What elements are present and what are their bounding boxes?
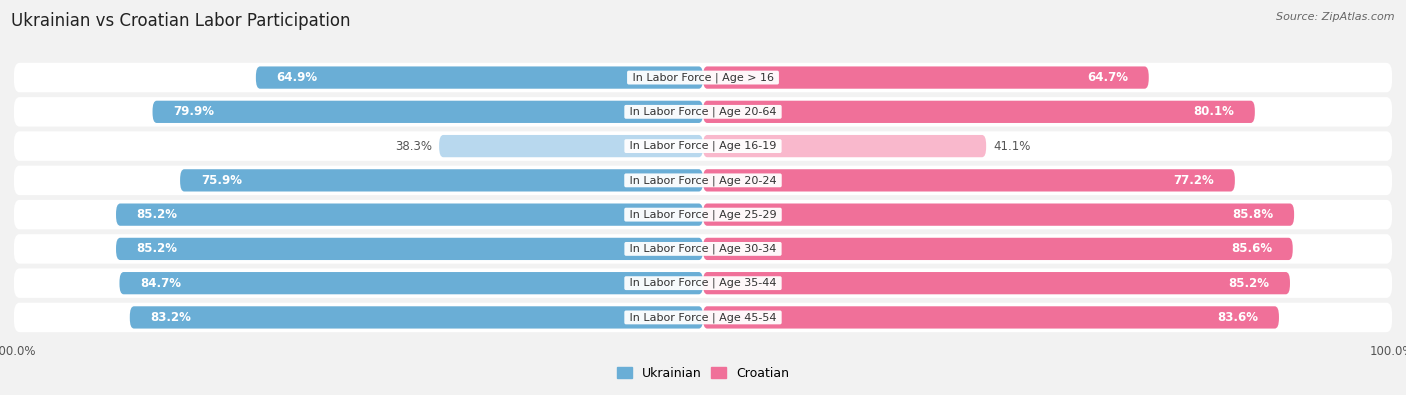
FancyBboxPatch shape: [14, 303, 1392, 332]
Text: 75.9%: 75.9%: [201, 174, 242, 187]
Text: 79.9%: 79.9%: [173, 105, 214, 118]
Text: 85.6%: 85.6%: [1230, 243, 1272, 256]
FancyBboxPatch shape: [117, 238, 703, 260]
FancyBboxPatch shape: [256, 66, 703, 89]
FancyBboxPatch shape: [14, 97, 1392, 126]
Text: In Labor Force | Age > 16: In Labor Force | Age > 16: [628, 72, 778, 83]
FancyBboxPatch shape: [703, 238, 1292, 260]
FancyBboxPatch shape: [703, 306, 1279, 329]
Text: In Labor Force | Age 20-24: In Labor Force | Age 20-24: [626, 175, 780, 186]
Text: 84.7%: 84.7%: [141, 276, 181, 290]
FancyBboxPatch shape: [117, 203, 703, 226]
FancyBboxPatch shape: [703, 101, 1254, 123]
Text: 83.2%: 83.2%: [150, 311, 191, 324]
Text: 85.2%: 85.2%: [136, 243, 177, 256]
Text: 64.9%: 64.9%: [277, 71, 318, 84]
FancyBboxPatch shape: [14, 132, 1392, 161]
FancyBboxPatch shape: [14, 63, 1392, 92]
FancyBboxPatch shape: [439, 135, 703, 157]
Text: 41.1%: 41.1%: [993, 139, 1031, 152]
Text: In Labor Force | Age 30-34: In Labor Force | Age 30-34: [626, 244, 780, 254]
FancyBboxPatch shape: [703, 169, 1234, 192]
FancyBboxPatch shape: [14, 269, 1392, 298]
Text: In Labor Force | Age 20-64: In Labor Force | Age 20-64: [626, 107, 780, 117]
FancyBboxPatch shape: [703, 272, 1289, 294]
FancyBboxPatch shape: [129, 306, 703, 329]
Legend: Ukrainian, Croatian: Ukrainian, Croatian: [612, 362, 794, 385]
FancyBboxPatch shape: [703, 66, 1149, 89]
Text: Ukrainian vs Croatian Labor Participation: Ukrainian vs Croatian Labor Participatio…: [11, 12, 350, 30]
Text: 85.2%: 85.2%: [1229, 276, 1270, 290]
FancyBboxPatch shape: [152, 101, 703, 123]
FancyBboxPatch shape: [703, 203, 1294, 226]
FancyBboxPatch shape: [14, 166, 1392, 195]
Text: Source: ZipAtlas.com: Source: ZipAtlas.com: [1277, 12, 1395, 22]
Text: In Labor Force | Age 45-54: In Labor Force | Age 45-54: [626, 312, 780, 323]
Text: 64.7%: 64.7%: [1087, 71, 1128, 84]
FancyBboxPatch shape: [14, 200, 1392, 229]
FancyBboxPatch shape: [180, 169, 703, 192]
Text: 85.8%: 85.8%: [1232, 208, 1274, 221]
Text: 85.2%: 85.2%: [136, 208, 177, 221]
Text: In Labor Force | Age 25-29: In Labor Force | Age 25-29: [626, 209, 780, 220]
Text: 80.1%: 80.1%: [1194, 105, 1234, 118]
Text: 83.6%: 83.6%: [1218, 311, 1258, 324]
Text: 77.2%: 77.2%: [1174, 174, 1215, 187]
FancyBboxPatch shape: [703, 135, 986, 157]
Text: 38.3%: 38.3%: [395, 139, 432, 152]
FancyBboxPatch shape: [120, 272, 703, 294]
FancyBboxPatch shape: [14, 234, 1392, 263]
Text: In Labor Force | Age 16-19: In Labor Force | Age 16-19: [626, 141, 780, 151]
Text: In Labor Force | Age 35-44: In Labor Force | Age 35-44: [626, 278, 780, 288]
